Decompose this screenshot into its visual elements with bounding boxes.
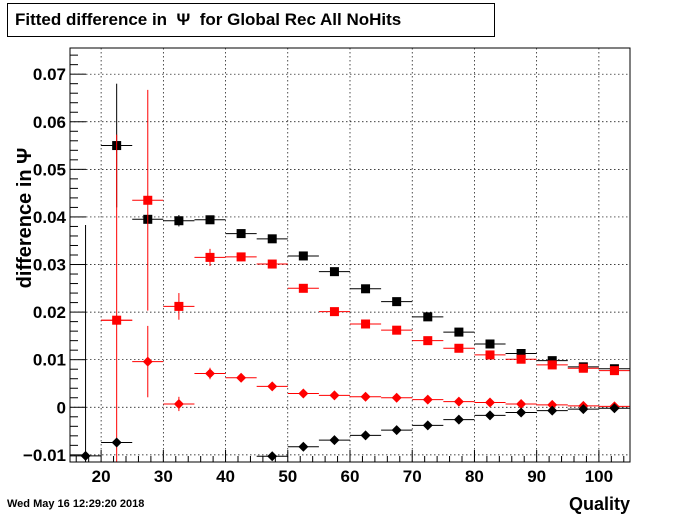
- data-point-square: [423, 312, 433, 322]
- data-point-diamond: [111, 437, 122, 448]
- data-point-diamond: [516, 398, 527, 409]
- chart-title-box: Fitted difference in Ψ for Global Rec Al…: [7, 3, 495, 37]
- data-point-diamond: [142, 356, 153, 367]
- data-point-square: [236, 252, 246, 262]
- data-point-diamond: [80, 450, 91, 461]
- data-point-square: [236, 229, 246, 239]
- data-point-square: [485, 339, 495, 349]
- data-point-diamond: [236, 372, 247, 383]
- data-point-square: [578, 363, 588, 373]
- data-point-diamond: [453, 414, 464, 425]
- y-tick-label: 0.02: [33, 303, 66, 322]
- chart-title: Fitted difference in Ψ for Global Rec Al…: [15, 10, 402, 29]
- y-tick-label: 0: [57, 398, 66, 417]
- data-point-diamond: [547, 399, 558, 410]
- x-tick-label: 40: [216, 467, 235, 486]
- data-point-square: [547, 360, 557, 370]
- data-point-square: [516, 349, 526, 359]
- y-tick-label: 0.03: [33, 256, 66, 275]
- x-tick-label: 100: [585, 467, 613, 486]
- data-point-square: [267, 259, 277, 269]
- data-markers: [70, 83, 630, 462]
- data-point-square: [205, 252, 215, 262]
- data-point-square: [361, 319, 371, 329]
- y-tick-label: −0.01: [23, 446, 66, 465]
- data-point-square: [454, 343, 464, 353]
- data-point-diamond: [111, 315, 122, 326]
- data-point-square: [174, 216, 184, 226]
- data-point-square: [516, 354, 526, 364]
- data-point-square: [174, 301, 184, 311]
- data-point-diamond: [485, 410, 495, 421]
- data-point-diamond: [547, 405, 558, 416]
- data-point-diamond: [329, 435, 340, 446]
- data-point-diamond: [391, 392, 402, 403]
- data-point-diamond: [298, 441, 309, 452]
- data-point-diamond: [360, 391, 371, 402]
- data-point-square: [298, 283, 308, 293]
- data-point-square: [329, 307, 339, 317]
- data-point-square: [392, 325, 402, 335]
- y-tick-label: 0.06: [33, 113, 66, 132]
- x-tick-label: 20: [92, 467, 111, 486]
- y-axis-label: difference in Ψ: [14, 148, 36, 289]
- data-point-diamond: [578, 404, 589, 415]
- plot-area: [70, 48, 630, 462]
- data-point-square: [423, 336, 433, 346]
- data-point-diamond: [360, 430, 371, 441]
- data-point-square: [392, 297, 402, 307]
- y-tick-label: 0.07: [33, 65, 66, 84]
- x-tick-label: 50: [278, 467, 297, 486]
- data-point-diamond: [485, 397, 495, 408]
- data-point-diamond: [609, 403, 620, 414]
- data-point-diamond: [267, 451, 278, 462]
- x-tick-label: 70: [403, 467, 422, 486]
- x-tick-label: 80: [465, 467, 484, 486]
- data-point-square: [267, 234, 277, 244]
- tick-labels: 20 30 40 50 60 70 80 90 100 −0.01 0 0.01 0.02 0.03 0.0…: [23, 65, 613, 486]
- data-point-square: [298, 251, 308, 261]
- data-point-square: [609, 366, 619, 376]
- data-point-diamond: [173, 398, 184, 409]
- data-point-diamond: [205, 368, 215, 379]
- series-1: [101, 89, 630, 376]
- x-tick-label: 90: [527, 467, 546, 486]
- data-point-diamond: [516, 407, 527, 418]
- y-tick-label: 0.04: [33, 208, 67, 227]
- footer-timestamp: Wed May 16 12:29:20 2018: [7, 498, 145, 510]
- data-point-diamond: [453, 396, 464, 407]
- data-point-diamond: [267, 381, 278, 392]
- data-point-diamond: [298, 388, 309, 399]
- data-point-diamond: [422, 394, 433, 405]
- x-axis-label: Quality: [569, 494, 630, 514]
- data-point-square: [361, 284, 371, 294]
- data-point-square: [143, 195, 153, 205]
- x-tick-label: 30: [154, 467, 173, 486]
- data-point-square: [205, 215, 215, 225]
- data-point-diamond: [329, 390, 340, 401]
- data-point-square: [485, 350, 495, 360]
- x-tick-label: 60: [341, 467, 360, 486]
- data-point-square: [329, 267, 339, 277]
- axis-ticks: [70, 54, 625, 462]
- data-point-diamond: [391, 425, 402, 436]
- data-point-diamond: [422, 420, 433, 431]
- y-tick-label: 0.05: [33, 160, 66, 179]
- data-point-square: [454, 327, 464, 337]
- y-tick-label: 0.01: [33, 351, 66, 370]
